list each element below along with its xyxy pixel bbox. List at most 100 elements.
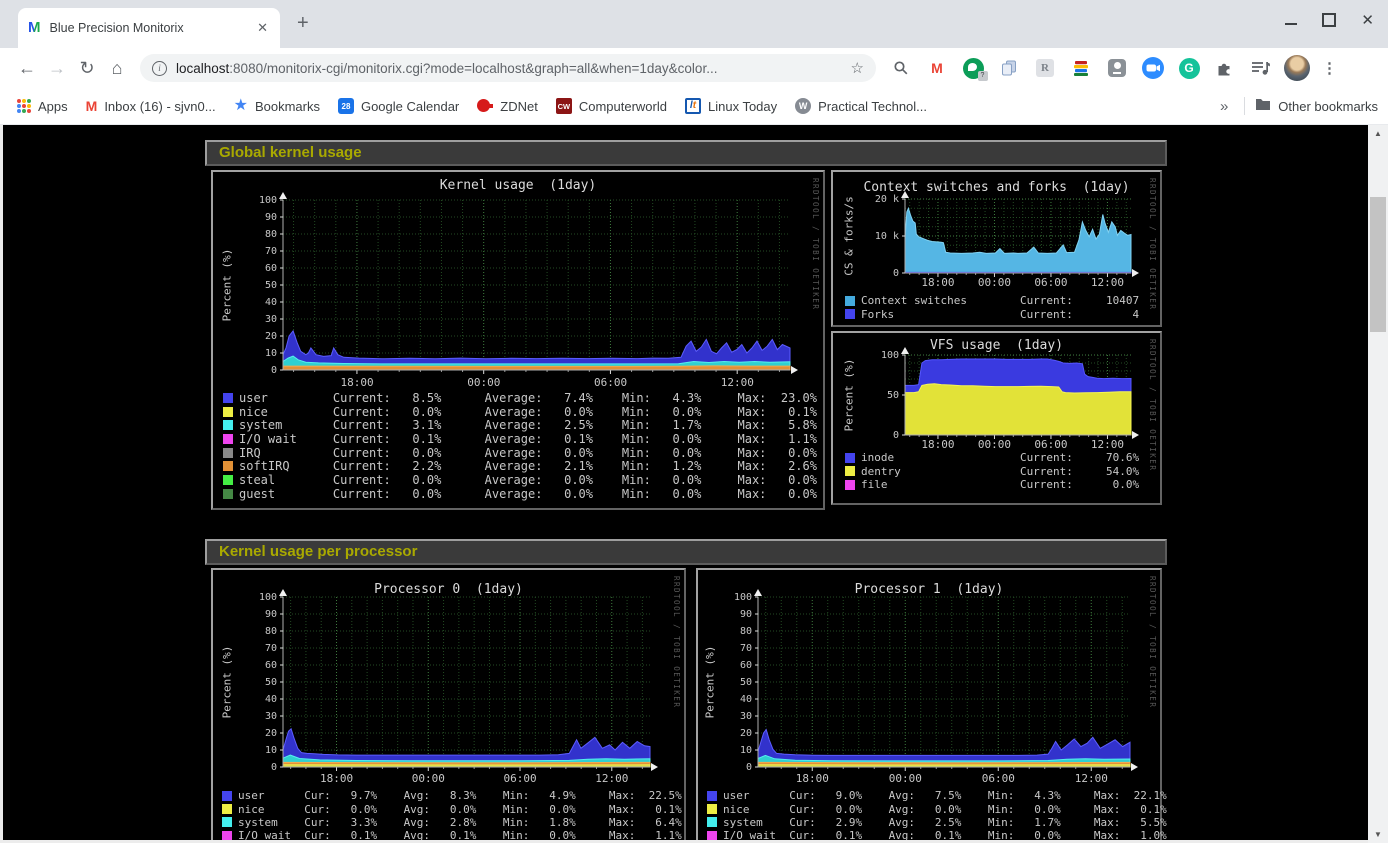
legend-row: I/O wait Cur: 0.1% Avg: 0.1% Min: 0.0% M… <box>707 829 1167 842</box>
bookmark-label: ZDNet <box>500 98 538 114</box>
r-button[interactable]: R <box>1034 57 1056 79</box>
other-bookmarks-label[interactable]: Other bookmarks <box>1278 98 1378 114</box>
window-maximize-button[interactable] <box>1322 13 1337 27</box>
rrdtool-watermark: RRDTOOL / TOBI OETIKER <box>811 178 820 311</box>
forward-button[interactable]: → <box>48 57 66 78</box>
legend-row: nice Cur: 0.0% Avg: 0.0% Min: 0.0% Max: … <box>222 802 682 816</box>
back-button[interactable]: ← <box>18 57 36 78</box>
legend-swatch <box>222 830 232 841</box>
x-tick-label: 18:00 <box>921 276 955 289</box>
browser-menu-icon[interactable]: ⋮ <box>1322 60 1337 77</box>
legend-row: nice Current: 0.0% Average: 0.0% Min: 0.… <box>223 405 817 419</box>
legend-text: nice Current: 0.0% Average: 0.0% Min: 0.… <box>239 404 817 419</box>
x-tick-label: 12:00 <box>595 772 629 785</box>
legend-swatch <box>223 488 233 499</box>
processor0-graph[interactable]: Processor 0 (1day) Percent (%) RRDTOOL / T… <box>211 568 686 843</box>
bookmark-label: Google Calendar <box>360 98 460 114</box>
light-button[interactable] <box>1106 57 1128 79</box>
legend-swatch <box>707 817 717 828</box>
star-blue-icon: ★ <box>233 97 248 114</box>
legend-text: steal Current: 0.0% Average: 0.0% Min: 0… <box>239 472 817 487</box>
profile-avatar[interactable] <box>1284 55 1310 81</box>
rrdtool-watermark: RRDTOOL / TOBI OETIKER <box>1148 576 1157 709</box>
new-tab-button[interactable]: + <box>297 12 309 34</box>
x-tick-label: 12:00 <box>1090 438 1125 451</box>
reload-button[interactable]: ↻ <box>79 57 95 78</box>
y-tick-label: 50 <box>886 390 899 401</box>
x-tick-label: 00:00 <box>888 772 922 785</box>
x-tick-label: 18:00 <box>795 772 829 785</box>
bookmark-item[interactable]: M Inbox (16) - sjvn0... <box>77 98 225 114</box>
vfs-usage-graph[interactable]: VFS usage (1day) Percent (%) RRDTOOL / TOB… <box>831 331 1162 505</box>
puzzle-icon <box>1216 59 1234 77</box>
tab-close-icon[interactable]: ✕ <box>257 20 268 35</box>
x-tick-label: 12:00 <box>1090 276 1125 289</box>
legend-swatch <box>845 309 855 320</box>
grammarly-button[interactable]: G <box>1178 57 1200 79</box>
playlist-button[interactable] <box>1250 57 1272 79</box>
bookmark-item[interactable]: 28 Google Calendar <box>329 98 468 114</box>
y-axis-label: Percent (%) <box>220 248 234 322</box>
graph-legend: inode Current: 70.6% dentry Current: 54.0… <box>845 451 1139 492</box>
bookmark-item[interactable]: l t Linux Today <box>676 98 786 114</box>
graph-title: Context switches and forks (1day) <box>863 180 1130 195</box>
zoom-button[interactable] <box>1142 57 1164 79</box>
bookmark-star-icon[interactable]: ☆ <box>850 60 864 77</box>
y-tick-label: 90 <box>739 609 752 620</box>
bookmarks-overflow-icon[interactable]: » <box>1219 97 1229 115</box>
legend-swatch <box>223 392 233 403</box>
legend-swatch <box>223 433 233 444</box>
page-scrollbar[interactable]: ▲ ▼ <box>1368 125 1388 843</box>
x-tick-label: 06:00 <box>1034 438 1068 451</box>
url-bar[interactable]: i localhost:8080/monitorix-cgi/monitorix… <box>140 54 876 82</box>
window-minimize-button[interactable] <box>1285 23 1298 25</box>
bookmark-label: Apps <box>38 98 68 114</box>
window-close-button[interactable]: ✕ <box>1361 11 1374 29</box>
bookmark-item[interactable]: W Practical Technol... <box>786 98 936 114</box>
bookmark-item[interactable]: ZDNet <box>468 98 547 114</box>
browser-tab[interactable]: M Blue Precision Monitorix ✕ <box>18 8 280 48</box>
legend-row: dentry Current: 54.0% <box>845 465 1139 479</box>
kernel-usage-graph[interactable]: Kernel usage (1day) Percent (%) RRDTOOL / … <box>211 170 825 510</box>
bookmark-label: Inbox (16) - sjvn0... <box>104 98 216 114</box>
legend-row: softIRQ Current: 2.2% Average: 2.1% Min:… <box>223 459 817 473</box>
y-tick-label: 40 <box>264 297 277 308</box>
legend-text: dentry Current: 54.0% <box>861 464 1140 478</box>
x-tick-label: 00:00 <box>411 772 445 785</box>
scrollbar-thumb[interactable] <box>1370 197 1386 332</box>
copy-button[interactable] <box>998 57 1020 79</box>
legend-text: file Current: 0.0% <box>861 478 1140 492</box>
legend-swatch <box>845 295 855 306</box>
graph-title: Processor 0 (1day) <box>374 582 523 597</box>
bookmark-label: Linux Today <box>707 98 778 114</box>
legend-row: I/O wait Cur: 0.1% Avg: 0.1% Min: 0.0% M… <box>222 829 682 842</box>
y-tick-label: 10 <box>739 745 752 756</box>
gmail-button[interactable]: M <box>926 57 948 79</box>
x-tick-label: 00:00 <box>467 376 501 389</box>
url-text[interactable]: localhost:8080/monitorix-cgi/monitorix.c… <box>176 61 843 76</box>
scrollbar-down-icon[interactable]: ▼ <box>1374 830 1382 839</box>
bookmark-item[interactable]: CW Computerworld <box>547 98 676 114</box>
bookmark-item[interactable]: Apps <box>8 99 77 114</box>
legend-text: nice Cur: 0.0% Avg: 0.0% Min: 0.0% Max: … <box>723 802 1167 816</box>
context-switches-graph[interactable]: Context switches and forks (1day) CS & fo… <box>831 170 1162 327</box>
site-info-icon[interactable]: i <box>152 60 167 76</box>
zoom-icon <box>1142 57 1164 79</box>
y-tick-label: 20 k <box>874 194 899 205</box>
grammarly-icon: G <box>1178 57 1200 79</box>
y-tick-label: 0 <box>892 430 899 441</box>
x-tick-label: 00:00 <box>977 276 1012 289</box>
processor1-graph[interactable]: Processor 1 (1day) Percent (%) RRDTOOL / T… <box>696 568 1167 843</box>
bookmark-item[interactable]: ★ Bookmarks <box>225 98 329 114</box>
books-button[interactable] <box>1070 57 1092 79</box>
legend-swatch <box>222 817 232 828</box>
legend-text: user Cur: 9.0% Avg: 7.5% Min: 4.3% Max: … <box>723 789 1167 803</box>
puzzle-button[interactable] <box>1214 57 1236 79</box>
graph-title: VFS usage (1day) <box>929 338 1064 353</box>
search-button[interactable] <box>890 57 912 79</box>
legend-row: IRQ Current: 0.0% Average: 0.0% Min: 0.0… <box>223 446 817 460</box>
legend-text: system Cur: 3.3% Avg: 2.8% Min: 1.8% Max… <box>238 815 682 829</box>
voice-button[interactable]: ? <box>962 57 988 81</box>
scrollbar-up-icon[interactable]: ▲ <box>1374 129 1382 138</box>
home-button[interactable]: ⌂ <box>111 57 123 78</box>
